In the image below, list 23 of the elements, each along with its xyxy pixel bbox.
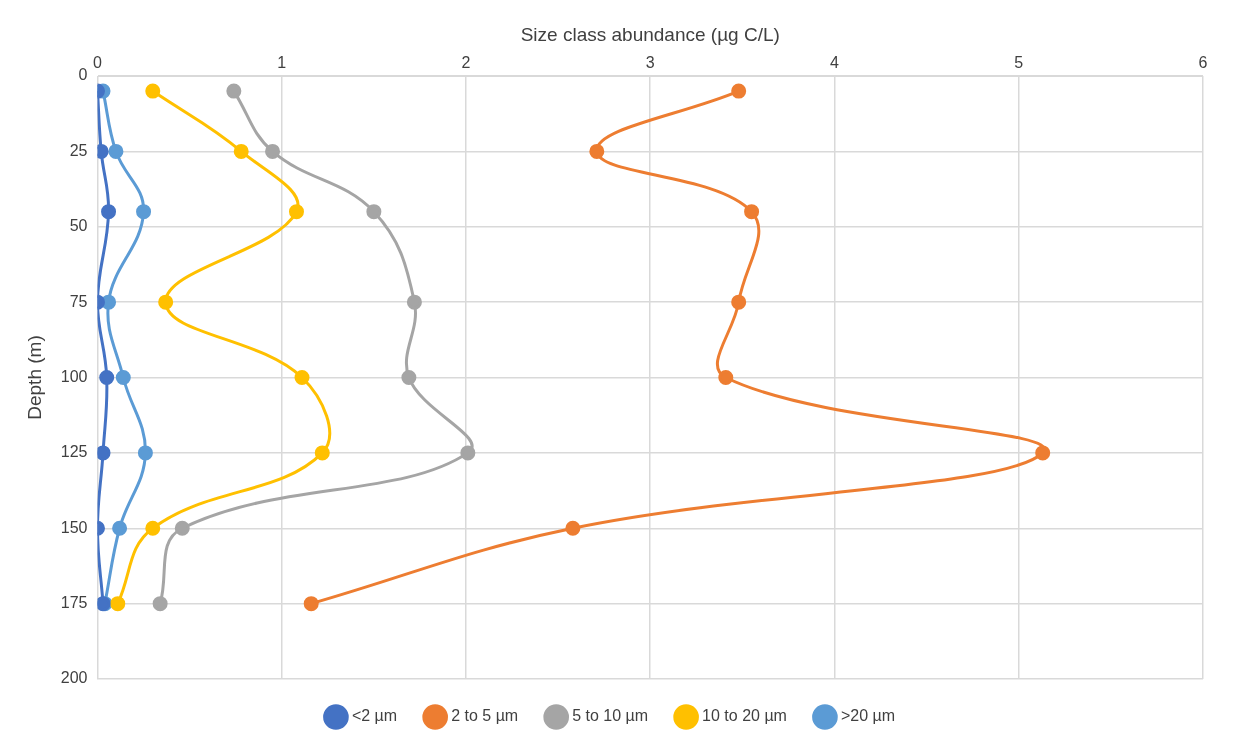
y-tick-label: 50	[69, 217, 88, 235]
y-tick-label: 125	[60, 443, 88, 461]
legend-label: >20 µm	[840, 707, 896, 725]
legend-label: 2 to 5 µm	[451, 707, 519, 725]
y-tick-label: 200	[60, 669, 88, 687]
y-tick-label: 25	[69, 141, 88, 159]
x-tick-label: 3	[645, 53, 655, 71]
y-tick-label: 175	[60, 594, 88, 612]
x-tick-label: 1	[277, 53, 287, 71]
x-tick-label: 6	[1198, 53, 1208, 71]
y-axis-title: Depth (m)	[23, 335, 45, 420]
x-tick-label: 4	[830, 53, 840, 71]
y-tick-label: 0	[78, 66, 88, 84]
x-tick-label: 5	[1014, 53, 1024, 71]
legend-label: <2 µm	[351, 707, 398, 725]
y-tick-label: 150	[60, 518, 88, 536]
x-tick-label: 2	[461, 53, 471, 71]
x-tick-label: 0	[93, 53, 103, 71]
y-tick-label: 100	[60, 367, 88, 385]
x-axis-title: Size class abundance (µg C/L)	[520, 23, 780, 45]
legend-label: 5 to 10 µm	[572, 707, 649, 725]
y-tick-label: 75	[69, 292, 88, 310]
legend-label: 10 to 20 µm	[702, 707, 787, 725]
